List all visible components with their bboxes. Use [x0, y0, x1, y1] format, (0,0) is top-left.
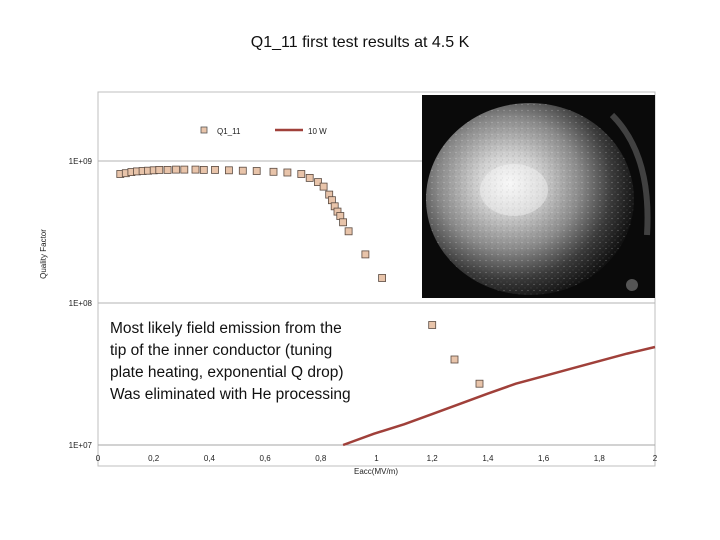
- legend-swatch-marker: [200, 126, 208, 134]
- x-tick-label: 0,2: [148, 454, 160, 463]
- legend: Q1_11 10 W: [200, 126, 327, 136]
- data-point: [319, 182, 328, 191]
- x-tick-label: 1: [374, 454, 379, 463]
- data-point: [252, 167, 261, 175]
- x-tick-label: 0,6: [260, 454, 272, 463]
- line-series: [342, 345, 656, 447]
- data-point: [155, 165, 164, 174]
- data-point: [224, 166, 233, 175]
- y-tick-labels: 1E+07 1E+08 1E+09: [69, 157, 93, 450]
- x-tick-labels: 0 0,2 0,4 0,6 0,8 1 1,2 1,4 1,6 1,8 2: [96, 454, 658, 463]
- annotation-line-1: Most likely field emission from the: [110, 320, 342, 337]
- annotation-line-4: Was eliminated with He processing: [110, 386, 351, 403]
- x-tick-label: 0,8: [315, 454, 327, 463]
- y-tick-label: 1E+07: [69, 441, 93, 450]
- slide-title: Q1_11 first test results at 4.5 K: [250, 34, 470, 51]
- data-point: [269, 167, 278, 176]
- x-tick-label: 0: [96, 454, 101, 463]
- data-point: [283, 168, 292, 177]
- x-tick-label: 0,4: [204, 454, 216, 463]
- annotation-text: Most likely field emission from the tip …: [110, 318, 410, 406]
- y-tick-label: 1E+09: [69, 157, 93, 166]
- annotation-line-2: tip of the inner conductor (tuning: [110, 342, 333, 359]
- data-point: [361, 250, 370, 259]
- data-point: [450, 355, 459, 364]
- marker-series: [116, 165, 484, 388]
- y-axis-label: Quality Factor: [39, 229, 48, 279]
- data-point: [211, 165, 219, 174]
- data-point: [378, 274, 387, 282]
- cavity-photo-image: [422, 95, 655, 298]
- x-tick-label: 1,4: [482, 454, 494, 463]
- data-point: [428, 321, 437, 329]
- series-line-10w: [342, 345, 656, 447]
- x-tick-label: 1,2: [427, 454, 439, 463]
- data-point: [191, 165, 200, 174]
- x-tick-label: 1,6: [538, 454, 550, 463]
- data-point: [163, 165, 172, 174]
- data-point: [344, 227, 353, 236]
- y-tick-label: 1E+08: [69, 299, 93, 308]
- data-point: [297, 170, 306, 178]
- data-point: [475, 379, 484, 388]
- x-axis-label: Eacc(MV/m): [354, 467, 398, 476]
- data-point: [199, 165, 208, 174]
- data-point: [238, 166, 247, 175]
- data-point: [314, 178, 322, 187]
- data-point: [339, 218, 348, 227]
- data-point: [172, 165, 180, 174]
- data-point: [180, 165, 189, 174]
- x-tick-label: 2: [653, 454, 658, 463]
- legend-label-q1-11: Q1_11: [217, 127, 241, 136]
- cavity-photo: [422, 95, 655, 298]
- data-point: [305, 173, 314, 182]
- legend-label-10w: 10 W: [308, 127, 327, 136]
- annotation-line-3: plate heating, exponential Q drop): [110, 364, 344, 381]
- x-tick-label: 1,8: [594, 454, 606, 463]
